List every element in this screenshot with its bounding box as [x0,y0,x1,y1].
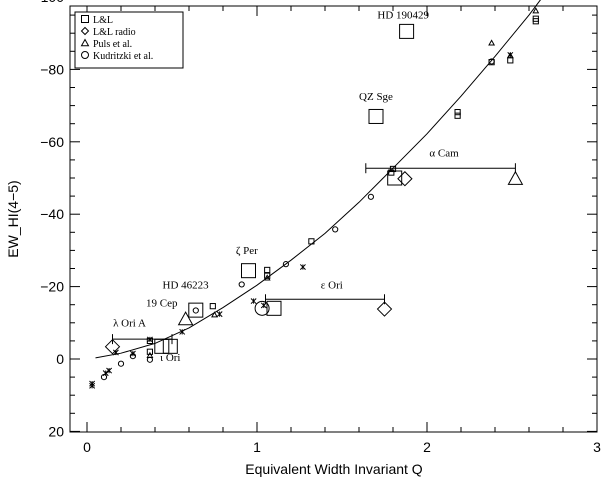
square-large-point [162,338,178,354]
square-large-point [154,338,170,354]
x-tick-label: 3 [593,439,601,455]
circle-small-point [117,360,125,367]
triangle-large-point [507,170,524,185]
cross-small-point [106,367,113,374]
annotation-label: QZ Sge [359,91,393,103]
legend-circle-icon [81,51,89,59]
legend-entry-label: L&L [93,15,113,26]
triangle-small-point [506,52,514,59]
legend-diamond-icon [80,26,90,36]
circle-large-point [254,300,270,316]
annotations: HD 190429 QZ Sge α Cam ζ Per ε Ori HD 46223 19… [113,10,459,364]
circle-small-point [488,58,495,65]
square-large-point [266,300,282,316]
legend-entry-label: Kudritzki et al. [93,51,153,62]
cross-small-point [89,382,96,389]
circle-small-point [332,226,339,233]
cross-small-point [507,51,514,58]
circle-small-point [238,281,245,288]
square-small-point [209,303,216,310]
cross-small-point [260,302,267,309]
cross-small-point [146,336,153,343]
x-ticks: 0 1 2 3 [83,6,601,455]
triangle-small-point [211,311,218,318]
y-tick-label: −100 [32,0,64,5]
square-large-point [368,108,384,124]
legend-entry-label: Puls et al. [93,39,132,50]
square-large-point [387,170,403,186]
data-points [89,7,540,389]
y-tick-label: −20 [40,279,64,295]
legend-entry-label: L&L radio [93,27,136,38]
legend-square-icon [81,15,89,23]
square-small-point [507,57,514,64]
legend-triangle-icon [80,38,90,47]
square-small-point [146,348,154,355]
triangle-small-point [532,7,540,14]
square-small-point [264,272,271,279]
cross-small-point [179,328,186,335]
annotation-label: α Cam [429,147,459,159]
range-bars [112,163,516,345]
y-tick-label: 0 [56,351,64,367]
triangle-small-point [263,274,271,281]
diamond-large-point [376,301,393,317]
annotation-label: HD 46223 [163,279,210,291]
triangle-large-point [177,311,194,326]
square-large-point [188,302,204,318]
cross-small-point [112,349,119,356]
y-tick-label: −80 [40,61,64,77]
y-tick-label: −60 [40,134,64,150]
circle-small-point [146,356,153,363]
annotation-label: 19 Cep [146,298,178,310]
square-small-point [389,165,397,173]
cross-small-point [299,264,306,271]
square-small-point [454,109,461,116]
y-axis-label: EW_HI(4−5) [5,180,21,257]
square-small-point [454,112,461,119]
cross-small-point [216,311,223,318]
square-large-point [241,263,256,279]
annotation-label: ι Ori [160,352,180,364]
square-large-point [399,23,415,39]
diamond-large-point [397,171,413,187]
circle-small-point [367,193,374,200]
legend-box [74,11,184,69]
x-axis-label: Equivalent Width Invariant Q [245,461,423,477]
y-tick-label: 20 [48,423,64,439]
diamond-large-point [104,338,121,355]
triangle-small-point [488,39,496,46]
square-small-point [308,238,315,245]
y-tick-label: −40 [40,206,64,222]
x-tick-label: 1 [253,439,261,455]
cross-small-point [102,370,109,377]
x-tick-label: 0 [83,439,91,455]
y-ticks: 20 0 −20 −40 −60 −80 −100 [32,0,597,439]
cross-small-point [129,350,136,357]
annotation-label: ζ Per [236,245,258,257]
fit-curve [95,0,541,359]
square-small-point [264,266,271,274]
annotation-label: λ Ori A [113,317,146,329]
square-small-point [388,169,395,176]
circle-small-point [192,307,199,314]
cross-small-point [250,298,257,305]
plot-frame [69,5,598,433]
annotation-label: HD 190429 [377,10,429,22]
square-small-point [532,18,539,25]
circle-small-point [282,261,289,268]
x-tick-label: 2 [423,439,431,455]
annotation-label: ε Ori [321,279,343,291]
